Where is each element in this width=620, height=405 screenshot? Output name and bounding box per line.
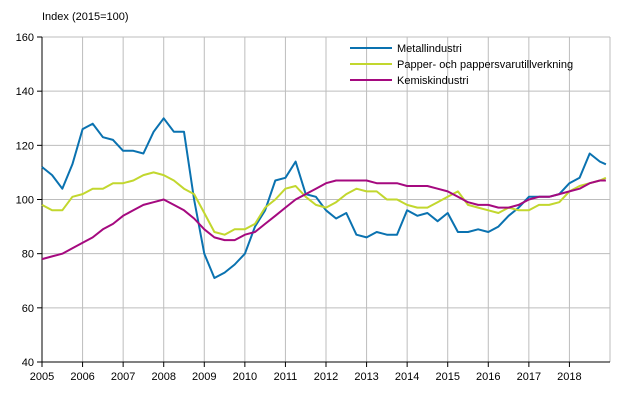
x-tick-label: 2006 bbox=[70, 371, 94, 383]
series-line-2 bbox=[41, 171, 607, 236]
legend-label: Papper- och pappersvarutillverkning bbox=[397, 59, 573, 71]
legend: Metallindustri Papper- och pappersvarutil… bbox=[350, 43, 573, 87]
axes: 40 60 80 100 120 140 160 2005 2006 2007 2008 2009 20… bbox=[16, 32, 610, 383]
x-tick-label: 2008 bbox=[151, 371, 175, 383]
grid bbox=[42, 36, 611, 362]
y-tick-label: 80 bbox=[22, 249, 34, 261]
x-tick-label: 2005 bbox=[30, 371, 54, 383]
y-tick-label: 60 bbox=[22, 303, 34, 315]
series-lines bbox=[41, 117, 607, 279]
x-tick-label: 2013 bbox=[354, 371, 378, 383]
x-tick-label: 2011 bbox=[274, 371, 298, 383]
y-tick-label: 120 bbox=[16, 140, 34, 152]
y-axis-label: Index (2015=100) bbox=[42, 11, 129, 23]
legend-label: Kemiskindustri bbox=[397, 75, 469, 87]
y-tick-label: 140 bbox=[16, 86, 34, 98]
x-tick-label: 2015 bbox=[435, 371, 459, 383]
x-tick-label: 2017 bbox=[517, 371, 541, 383]
x-tick-label: 2014 bbox=[395, 371, 419, 383]
series-line-3 bbox=[41, 179, 606, 261]
x-tick-label: 2010 bbox=[233, 371, 257, 383]
y-tick-label: 160 bbox=[16, 32, 34, 44]
y-tick-label: 40 bbox=[22, 357, 34, 369]
x-tick-label: 2018 bbox=[557, 371, 581, 383]
y-tick-label: 100 bbox=[16, 195, 34, 207]
x-tick-label: 2016 bbox=[476, 371, 500, 383]
x-tick-label: 2007 bbox=[111, 371, 135, 383]
x-tick-label: 2009 bbox=[192, 371, 216, 383]
legend-label: Metallindustri bbox=[397, 43, 462, 55]
x-tick-label: 2012 bbox=[314, 371, 338, 383]
